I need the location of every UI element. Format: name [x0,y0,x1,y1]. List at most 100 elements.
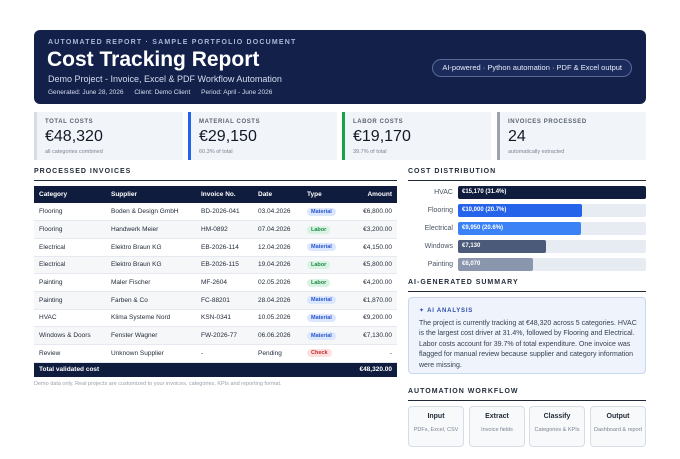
section-divider [34,180,397,181]
kpi-sub: 60.3% of total [199,149,233,155]
table-cell: Flooring [34,203,106,222]
workflow-steps: Input PDFs, Excel, CSV Extract Invoice f… [408,406,646,447]
table-row[interactable]: Electrical Elektro Braun KG EB-2026-115 19.… [34,256,397,275]
ai-summary-box: ✦ AI ANALYSIS The project is currently t… [408,297,646,374]
step-desc: Dashboard & report [594,427,642,433]
kpi-total-costs: TOTAL COSTS €48,320 all categories combi… [34,112,183,160]
type-cell: Material [302,309,344,328]
step-desc: PDFs, Excel, CSV [413,427,459,433]
type-badge: Check [307,349,332,358]
table-cell: 28.04.2026 [253,291,302,310]
table-cell: FC-88201 [196,291,253,310]
report-subtitle: Demo Project - Invoice, Excel & PDF Work… [48,74,282,84]
table-cell: KSN-0341 [196,309,253,328]
kpi-label: LABOR COSTS [353,119,404,125]
kpi-row: TOTAL COSTS €48,320 all categories combi… [34,112,646,160]
type-cell: Material [302,238,344,257]
bar-value-label: €9,950 (20.6%) [462,225,504,231]
table-cell: 03.04.2026 [253,203,302,222]
workflow-step-input: Input PDFs, Excel, CSV [408,406,464,447]
bar-track: €15,170 (31.4%) [458,186,646,199]
amount-cell: €1,870.00 [344,291,397,310]
feature-badge: AI-powered · Python automation · PDF & E… [432,59,632,77]
table-cell: 07.04.2026 [253,220,302,239]
table-row[interactable]: Painting Farben & Co FC-88201 28.04.2026 Mat… [34,291,397,310]
step-title: Classify [543,413,571,420]
workflow-step-classify: Classify Categories & KPIs [529,406,585,447]
table-row[interactable]: Windows & Doors Fenster Wagner FW-2026-77 0… [34,326,397,345]
type-badge: Labor [307,278,331,287]
table-cell: Electrical [34,256,106,275]
report-header: AUTOMATED REPORT · SAMPLE PORTFOLIO DOCU… [34,30,646,104]
bar-category-label: HVAC [434,189,453,196]
client-name: Client: Demo Client [134,89,191,96]
step-title: Extract [485,413,509,420]
bar-category-label: Painting [427,261,453,268]
table-cell: FW-2026-77 [196,326,253,345]
table-cell: Pending [253,344,302,363]
bar-row: Windows €7,130 [408,240,646,253]
kpi-sub: all categories combined [45,149,103,155]
step-desc: Categories & KPIs [534,427,580,433]
table-cell: Painting [34,291,106,310]
workflow-step-extract: Extract Invoice fields [469,406,525,447]
total-label: Total validated cost [34,362,344,378]
table-cell: 02.05.2026 [253,273,302,292]
table-cell: Farben & Co [106,291,196,310]
section-title-distribution: COST DISTRIBUTION [408,168,497,175]
type-cell: Material [302,326,344,345]
bar [458,204,582,217]
table-cell: Handwerk Meier [106,220,196,239]
table-cell: 19.04.2026 [253,256,302,275]
table-total-row: Total validated cost €48,320.00 [34,362,397,378]
amount-cell: €5,800.00 [344,256,397,275]
ai-summary-text: The project is currently tracking at €48… [419,320,637,369]
type-badge: Labor [307,260,331,269]
table-cell: Maler Fischer [106,273,196,292]
table-cell: HM-0892 [196,220,253,239]
kpi-label: TOTAL COSTS [45,119,94,125]
column-header[interactable]: Supplier [111,191,138,198]
column-header[interactable]: Category [39,191,68,198]
total-value: €48,320.00 [344,362,397,378]
table-cell: MF-2604 [196,273,253,292]
amount-cell: €3,200.00 [344,220,397,239]
table-cell: Review [34,344,106,363]
table-row[interactable]: Flooring Boden & Design GmbH BD-2026-041 03… [34,203,397,222]
type-badge: Material [307,313,336,322]
kpi-invoices-processed: INVOICES PROCESSED 24 automatically extr… [497,112,646,160]
column-header[interactable]: Invoice No. [201,191,236,198]
bar-category-label: Electrical [424,225,453,232]
kpi-value: €48,320 [45,128,103,145]
table-row[interactable]: Electrical Elektro Braun KG EB-2026-114 12.… [34,238,397,257]
table-row[interactable]: Review Unknown Supplier - Pending Check - [34,344,397,363]
column-header[interactable]: Date [258,191,273,198]
table-cell: Elektro Braun KG [106,256,196,275]
table-cell: Flooring [34,220,106,239]
type-cell: Labor [302,256,344,275]
table-cell: Electrical [34,238,106,257]
table-cell: Unknown Supplier [106,344,196,363]
table-cell: HVAC [34,309,106,328]
table-footnote: Demo data only. Real projects are custom… [34,381,282,387]
table-cell: Painting [34,273,106,292]
table-header-row: Category Supplier Invoice No. Date Type … [34,186,397,203]
report-title: Cost Tracking Report [47,48,260,71]
workflow-step-output: Output Dashboard & report [590,406,646,447]
amount-cell: €4,150.00 [344,238,397,257]
column-header[interactable]: Amount [367,191,392,198]
ai-summary-title: ✦ AI ANALYSIS [419,308,474,314]
kpi-value: €19,170 [353,128,411,145]
table-row[interactable]: HVAC Klima Systeme Nord KSN-0341 10.05.2026… [34,309,397,328]
amount-cell: €6,800.00 [344,203,397,222]
report-meta: Generated: June 28, 2026 Client: Demo Cl… [48,89,281,96]
table-row[interactable]: Painting Maler Fischer MF-2604 02.05.2026 La… [34,273,397,292]
bar-category-label: Windows [424,243,453,250]
bar-category-label: Flooring [427,207,453,214]
step-desc: Invoice fields [481,427,513,433]
table-cell: EB-2026-115 [196,256,253,275]
kpi-value: €29,150 [199,128,257,145]
type-cell: Labor [302,273,344,292]
table-row[interactable]: Flooring Handwerk Meier HM-0892 07.04.2026 L… [34,220,397,239]
column-header[interactable]: Type [307,191,322,198]
